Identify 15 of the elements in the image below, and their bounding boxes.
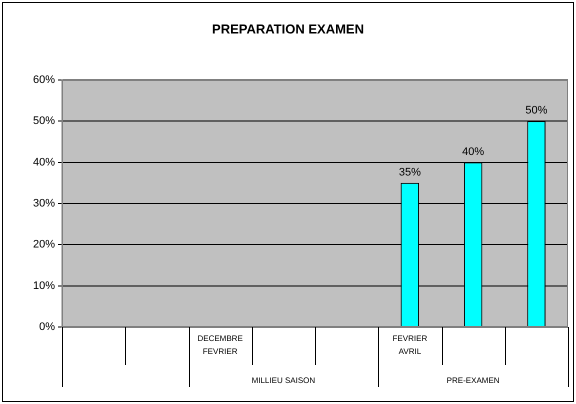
x-tick-label: FEVRIER AVRIL: [392, 334, 428, 356]
text: PRE-EXAMEN: [446, 376, 500, 386]
y-tick-label: 10%: [32, 280, 56, 292]
chart-title: PREPARATION EXAMEN: [212, 22, 364, 37]
data-label: 35%: [398, 166, 422, 178]
x-tick-label: DECEMBRE FEVRIER: [197, 334, 243, 356]
data-label: 40%: [462, 146, 484, 158]
data-label: 50%: [525, 104, 548, 117]
y-tick-label: 20%: [32, 238, 56, 251]
y-tick-label: 40%: [32, 156, 56, 168]
y-tick-label: 50%: [32, 115, 56, 128]
y-tick-label: 30%: [32, 198, 56, 210]
y-tick-label: 60%: [32, 74, 56, 86]
text: MILLIEU SAISON: [252, 376, 316, 386]
y-tick-label: 0%: [39, 321, 56, 334]
